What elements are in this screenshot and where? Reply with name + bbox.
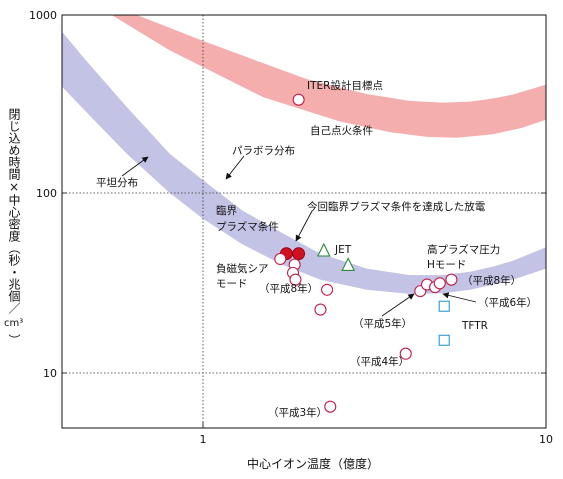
- data-point-square-open-tftr-1: [438, 334, 450, 346]
- data-point-circle-open-jt60-5: [314, 303, 327, 316]
- annotation-heisei8-left: （平成8年）: [259, 282, 318, 295]
- data-point-triangle-open-jet-0: [316, 242, 331, 257]
- y-axis-label-close: ）: [7, 334, 21, 346]
- y-tick-label-1000: 1000: [29, 9, 57, 22]
- data-point-circle-open-jt60-0: [274, 252, 287, 266]
- annotation-critical-2: プラズマ条件: [216, 220, 279, 233]
- data-point-circle-open-jt60-10: [433, 277, 446, 290]
- data-point-triangle-open-jet-1: [341, 257, 356, 271]
- annotation-heisei4: （平成4年）: [350, 355, 409, 368]
- x-tick-label-10: 10: [539, 433, 553, 446]
- x-tick-label-1: 1: [200, 433, 207, 446]
- annotations: ITER設計目標点 自己点火条件 パラボラ分布 平坦分布 今回臨界プラズマ条件を…: [96, 79, 537, 419]
- annotation-heisei8-right: （平成8年）: [462, 274, 521, 287]
- grid-lines: [62, 15, 546, 428]
- annotation-reversed-shear-2: モード: [216, 278, 248, 290]
- arrow-heitan: [121, 156, 149, 177]
- arrow-parabola: [225, 155, 245, 180]
- y-axis-label-unit: cm³: [4, 318, 24, 329]
- data-point-circle-open-jt60-4: [321, 283, 334, 296]
- annotation-ignition-condition: 自己点火条件: [310, 124, 373, 137]
- annotation-heisei3: （平成3年）: [268, 406, 327, 419]
- data-point-circle-open-jt60-6: [399, 347, 412, 360]
- annotation-high-beta-1: 高プラズマ圧力: [427, 243, 500, 256]
- x-axis-label: 中心イオン温度（億度）: [247, 456, 379, 471]
- arrow-h6: [442, 292, 477, 303]
- data-point-circle-open-jt60-12: [324, 400, 337, 413]
- arrow-h5: [381, 293, 415, 317]
- data-point-circle-filled-series-1: [292, 247, 306, 261]
- plot-frame: [61, 14, 547, 429]
- annotation-critical-1: 臨界: [216, 204, 237, 217]
- annotation-record-discharge: 今回臨界プラズマ条件を達成した放電: [307, 200, 486, 213]
- data-point-circle-open-jt60-3: [289, 273, 302, 286]
- annotation-parabolic-profile: パラボラ分布: [232, 145, 295, 157]
- data-point-circle-open-iter-0: [292, 93, 305, 106]
- y-tick-label-10: 10: [43, 367, 57, 380]
- y-axis-label: 閉じ込め時間×中心密度（秒・兆個／: [7, 108, 21, 314]
- data-point-square-open-tftr-0: [438, 300, 450, 312]
- annotation-jet: JET: [334, 244, 352, 256]
- data-point-circle-open-jt60-11: [445, 273, 458, 286]
- annotation-arrows: [121, 155, 477, 317]
- annotation-tftr: TFTR: [461, 320, 488, 332]
- annotation-heisei5: （平成5年）: [353, 317, 412, 330]
- annotation-flat-profile: 平坦分布: [96, 176, 138, 189]
- annotation-iter-target: ITER設計目標点: [307, 79, 383, 92]
- y-tick-label-100: 100: [36, 187, 57, 200]
- annotation-reversed-shear-1: 負磁気シア: [216, 262, 269, 275]
- tick-marks: [62, 192, 546, 428]
- arrow-record: [295, 210, 313, 242]
- ignition-condition-band: [111, 15, 546, 138]
- annotation-high-beta-2: Hモード: [427, 259, 466, 271]
- annotation-heisei6: （平成6年）: [478, 296, 537, 309]
- critical-plasma-band: [62, 31, 546, 294]
